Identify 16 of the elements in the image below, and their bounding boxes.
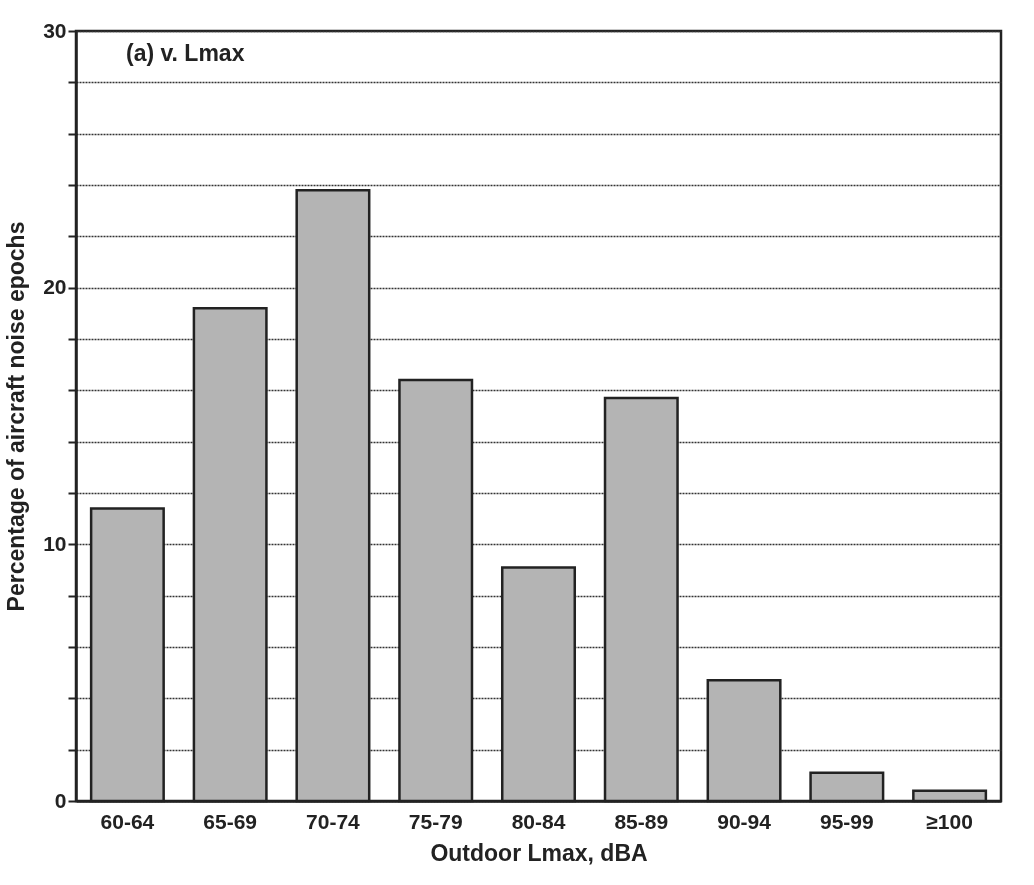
- x-tick-label: 85-89: [614, 809, 669, 833]
- annotation: (a) v. Lmax: [126, 40, 245, 66]
- x-tick-label: 70-74: [306, 809, 361, 833]
- x-tick-label: 75-79: [408, 809, 463, 833]
- x-tick-label: 60-64: [100, 809, 155, 833]
- y-tick-label: 20: [43, 275, 67, 299]
- x-tick-label: 95-99: [819, 809, 874, 833]
- x-tick-label: 65-69: [203, 809, 258, 833]
- x-tick-label: 80-84: [511, 809, 566, 833]
- y-tick-label: 0: [54, 788, 67, 812]
- x-axis-title: Outdoor Lmax, dBA: [430, 839, 648, 866]
- x-tick-label: 90-94: [717, 809, 772, 833]
- y-tick-label: 10: [43, 531, 67, 555]
- x-tick-label: ≥100: [926, 809, 973, 833]
- y-axis-title: Percentage of aircraft noise epochs: [3, 221, 30, 612]
- y-tick-label: 30: [43, 18, 67, 42]
